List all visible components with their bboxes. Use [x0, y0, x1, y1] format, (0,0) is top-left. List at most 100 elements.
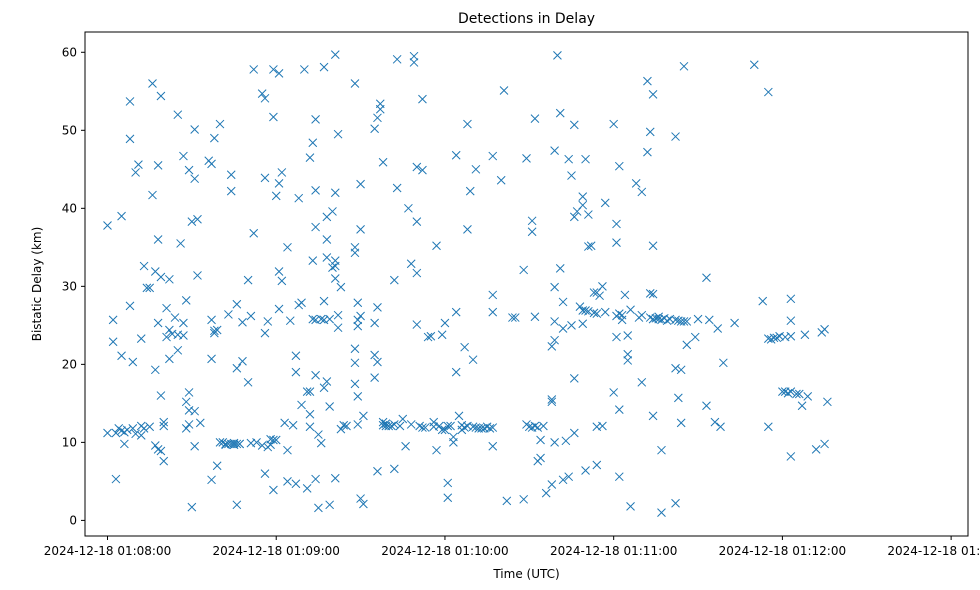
data-point-302	[527, 216, 537, 226]
data-point-439	[783, 388, 793, 398]
data-point-5	[111, 428, 121, 438]
data-point-377	[623, 356, 633, 365]
data-point-268	[451, 307, 461, 317]
data-points	[103, 50, 832, 517]
data-point-327	[558, 324, 568, 333]
data-point-326	[558, 297, 568, 307]
y-tick-label-6: 60	[62, 45, 77, 59]
data-point-55	[176, 239, 185, 248]
data-point-366	[612, 219, 621, 229]
data-point-59	[181, 296, 191, 305]
data-point-71	[190, 441, 200, 451]
data-point-125	[269, 485, 278, 495]
data-point-296	[510, 313, 520, 322]
data-point-262	[443, 493, 453, 503]
data-point-41	[156, 446, 166, 456]
data-point-49	[165, 325, 174, 335]
y-tick-label-3: 30	[62, 279, 77, 293]
data-point-68	[190, 125, 200, 134]
data-point-97	[232, 439, 242, 449]
data-point-124	[269, 435, 278, 445]
data-point-186	[333, 310, 343, 320]
data-point-414	[679, 317, 689, 326]
data-point-320	[550, 335, 559, 345]
chart-title: Detections in Delay	[458, 11, 595, 27]
data-point-195	[350, 248, 360, 258]
data-point-371	[614, 405, 624, 414]
data-point-61	[181, 423, 191, 433]
data-point-260	[443, 478, 453, 488]
data-point-190	[336, 424, 346, 434]
data-point-266	[451, 150, 461, 160]
data-point-334	[569, 120, 579, 130]
data-point-333	[567, 171, 576, 180]
data-point-411	[676, 365, 686, 375]
data-point-69	[190, 174, 200, 184]
data-point-123	[269, 112, 278, 122]
data-point-152	[305, 387, 315, 397]
data-point-113	[257, 441, 267, 450]
data-point-134	[280, 418, 290, 428]
data-point-240	[412, 162, 422, 172]
data-point-453	[820, 439, 829, 449]
data-point-286	[485, 423, 495, 433]
data-point-394	[648, 411, 658, 421]
data-point-185	[330, 50, 340, 59]
data-point-247	[418, 165, 427, 175]
data-point-332	[567, 320, 576, 330]
data-point-157	[311, 115, 320, 124]
data-point-128	[274, 68, 284, 78]
data-point-429	[763, 87, 773, 97]
data-point-44	[159, 421, 169, 431]
data-point-385	[643, 147, 652, 157]
data-point-217	[373, 466, 382, 476]
data-point-430	[763, 422, 773, 432]
data-point-329	[561, 436, 571, 446]
data-point-114	[260, 93, 270, 103]
data-point-111	[252, 438, 261, 447]
data-point-295	[508, 313, 517, 322]
data-point-311	[536, 435, 545, 445]
data-point-213	[370, 373, 379, 382]
data-point-145	[297, 400, 306, 410]
data-point-405	[671, 315, 680, 325]
data-point-369	[614, 309, 624, 319]
data-point-28	[145, 422, 155, 432]
data-point-265	[449, 432, 458, 442]
data-point-189	[336, 282, 346, 292]
data-point-140	[291, 351, 301, 361]
data-point-395	[651, 313, 661, 323]
data-point-107	[246, 311, 256, 321]
data-point-427	[749, 60, 759, 70]
data-point-235	[404, 203, 413, 213]
data-point-38	[156, 91, 166, 101]
data-point-53	[173, 345, 183, 355]
data-point-415	[682, 317, 692, 326]
data-point-62	[184, 165, 194, 175]
data-point-137	[283, 477, 292, 486]
data-point-244	[415, 421, 424, 431]
data-point-351	[589, 288, 599, 297]
data-point-407	[671, 498, 680, 508]
data-point-214	[373, 113, 382, 123]
data-point-254	[432, 445, 441, 455]
data-point-99	[232, 299, 242, 309]
data-point-341	[578, 200, 588, 210]
data-point-64	[184, 420, 194, 429]
data-point-313	[541, 488, 551, 498]
data-point-85	[215, 119, 225, 129]
data-point-110	[249, 228, 259, 238]
data-point-161	[311, 370, 320, 380]
x-axis-label: Time (UTC)	[492, 567, 559, 581]
data-point-321	[550, 317, 559, 326]
data-point-409	[674, 393, 683, 403]
data-point-0	[103, 221, 112, 230]
data-point-310	[536, 453, 545, 463]
data-point-272	[460, 342, 469, 352]
data-point-118	[263, 317, 273, 326]
data-point-80	[210, 133, 219, 143]
data-point-359	[598, 421, 607, 431]
data-point-325	[555, 264, 565, 273]
data-point-374	[620, 290, 630, 300]
y-axis-label: Bistatic Delay (km)	[30, 227, 44, 342]
